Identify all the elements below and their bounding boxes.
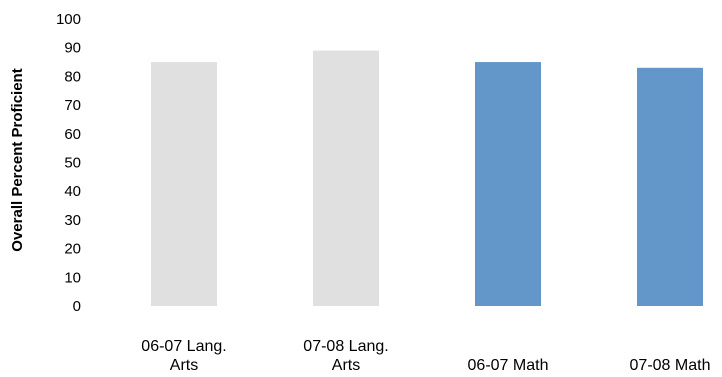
x-category-label-line: 07-08 Lang.	[303, 338, 388, 355]
x-category-label-line: 07-08 Math	[630, 357, 711, 374]
y-tick-label: 70	[64, 97, 81, 114]
bar	[313, 50, 379, 306]
x-category-label: 06-07 Lang. Arts	[141, 338, 226, 374]
x-axis-category-labels: 06-07 Lang. Arts 07-08 Lang. Arts 06-07 Math…	[141, 338, 710, 374]
y-tick-label: 40	[64, 183, 81, 200]
y-tick-label: 60	[64, 126, 81, 143]
x-category-label-line: Arts	[170, 357, 198, 374]
y-tick-label: 50	[64, 155, 81, 172]
y-tick-label: 20	[64, 241, 81, 258]
y-tick-label: 10	[64, 269, 81, 286]
x-category-label: 06-07 Math	[468, 357, 549, 374]
y-tick-label: 0	[73, 298, 81, 315]
bar	[151, 62, 217, 306]
bar	[475, 62, 541, 306]
y-tick-label: 80	[64, 68, 81, 85]
x-category-label-line: Arts	[332, 357, 360, 374]
y-tick-label: 90	[64, 40, 81, 57]
x-category-label: 07-08 Math	[630, 357, 711, 374]
x-category-label-line: 06-07 Math	[468, 357, 549, 374]
x-category-label: 07-08 Lang. Arts	[303, 338, 388, 374]
y-axis-tick-labels: 0 10 20 30 40 50 60 70 80 90 100	[56, 11, 81, 315]
y-tick-label: 30	[64, 212, 81, 229]
y-tick-label: 100	[56, 11, 81, 28]
x-category-label-line: 06-07 Lang.	[141, 338, 226, 355]
y-axis-title-group: Overall Percent Proficient	[9, 68, 26, 251]
bars	[151, 50, 703, 306]
y-axis-title: Overall Percent Proficient	[9, 68, 26, 251]
bar	[637, 67, 703, 306]
